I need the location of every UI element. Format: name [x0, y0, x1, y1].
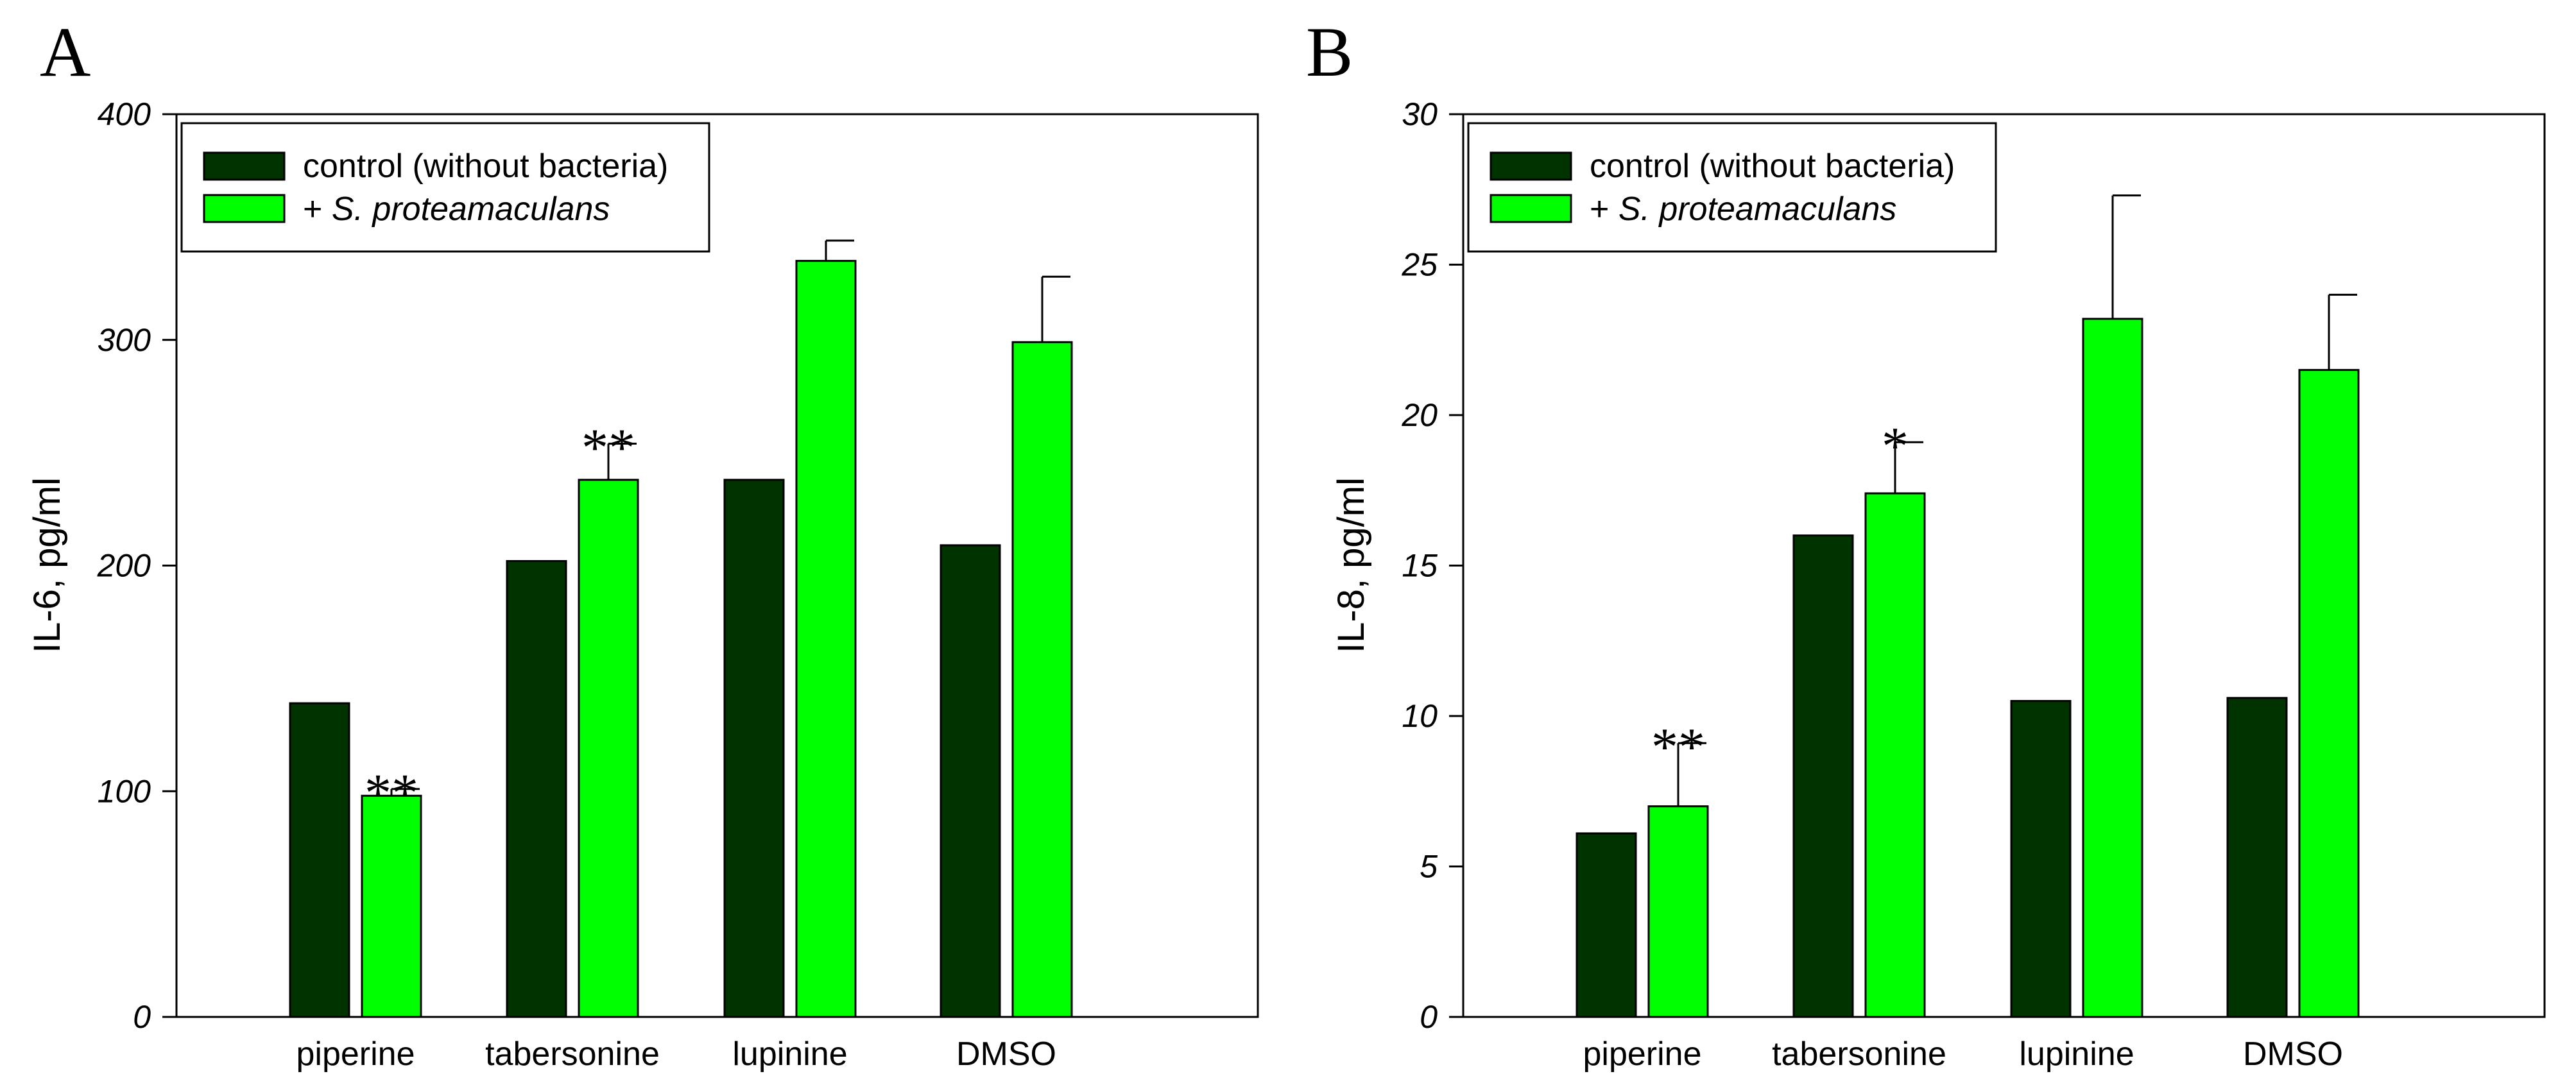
- bar-control-piperine: [289, 702, 350, 1018]
- legend: control (without bacteria) + S. proteama…: [1467, 122, 1997, 253]
- legend-swatch-treated: [1490, 194, 1572, 223]
- y-tick-label: 15: [1402, 548, 1438, 584]
- y-tick-label: 0: [1420, 999, 1438, 1035]
- bar-control-lupinine: [2010, 700, 2072, 1018]
- significance-marker: **: [581, 418, 635, 478]
- x-tick-label: piperine: [296, 1036, 415, 1073]
- x-tick-label: lupinine: [732, 1036, 847, 1073]
- panel-label: B: [1306, 13, 1353, 91]
- significance-marker: **: [1651, 717, 1705, 777]
- y-tick-label: 200: [97, 548, 151, 584]
- legend-box: [1467, 122, 1997, 253]
- bar-treated-piperine: [361, 794, 422, 1018]
- y-tick-label: 100: [98, 773, 151, 809]
- x-tick-label: tabersonine: [1772, 1036, 1946, 1073]
- legend-box: [180, 122, 710, 253]
- bar-treated-tabersonine: [1864, 492, 1926, 1018]
- y-axis: 0 100 200 300 400: [97, 96, 176, 1035]
- y-tick-label: 10: [1402, 698, 1438, 734]
- bar-treated-piperine: [1647, 805, 1709, 1018]
- bars: ***: [1576, 194, 2360, 1018]
- x-axis: piperine tabersonine lupinine DMSO: [1583, 1036, 2343, 1073]
- bar-control-DMSO: [2226, 697, 2288, 1018]
- y-tick-label: 20: [1401, 397, 1438, 433]
- legend-label-control: control (without bacteria): [1590, 148, 1955, 185]
- panel-a: A 0 100 200 300 400 IL-6, pg/ml ** ** piperin…: [26, 13, 1259, 1073]
- bar-treated-lupinine: [2082, 318, 2143, 1018]
- bar-control-tabersonine: [1792, 534, 1854, 1018]
- y-tick-label: 400: [98, 96, 151, 132]
- legend-swatch-control: [203, 151, 286, 181]
- y-tick-label: 0: [133, 999, 151, 1035]
- legend-label-treated: + S. proteamaculans: [303, 191, 610, 228]
- y-axis-title: IL-8, pg/ml: [1330, 477, 1372, 653]
- x-tick-label: tabersonine: [485, 1036, 660, 1073]
- x-tick-label: DMSO: [2243, 1036, 2343, 1073]
- x-tick-label: DMSO: [956, 1036, 1056, 1073]
- x-tick-label: piperine: [1583, 1036, 1701, 1073]
- y-tick-label: 25: [1401, 247, 1438, 283]
- y-tick-label: 300: [98, 322, 151, 358]
- legend-swatch-treated: [203, 194, 286, 223]
- legend-label-treated: + S. proteamaculans: [1590, 191, 1896, 228]
- bars: ** **: [289, 239, 1073, 1018]
- y-tick-label: 5: [1420, 849, 1438, 885]
- bar-treated-DMSO: [2298, 369, 2360, 1018]
- bar-control-piperine: [1576, 832, 1637, 1018]
- bar-control-tabersonine: [506, 559, 567, 1018]
- bar-control-lupinine: [723, 479, 785, 1018]
- bar-treated-tabersonine: [578, 479, 639, 1018]
- y-axis-title: IL-6, pg/ml: [26, 477, 68, 653]
- bar-control-DMSO: [940, 544, 1001, 1018]
- x-axis: piperine tabersonine lupinine DMSO: [296, 1036, 1056, 1073]
- y-axis: 0 5 10 15 20 25 30: [1401, 96, 1463, 1035]
- y-tick-label: 30: [1402, 96, 1438, 132]
- bar-treated-lupinine: [795, 260, 857, 1018]
- x-tick-label: lupinine: [2019, 1036, 2134, 1073]
- significance-marker: *: [1882, 416, 1909, 476]
- legend: control (without bacteria) + S. proteama…: [180, 122, 710, 253]
- legend-label-control: control (without bacteria): [303, 148, 668, 185]
- significance-marker: **: [365, 763, 418, 823]
- panel-label: A: [40, 13, 90, 91]
- bar-treated-DMSO: [1011, 341, 1073, 1018]
- legend-swatch-control: [1490, 151, 1572, 181]
